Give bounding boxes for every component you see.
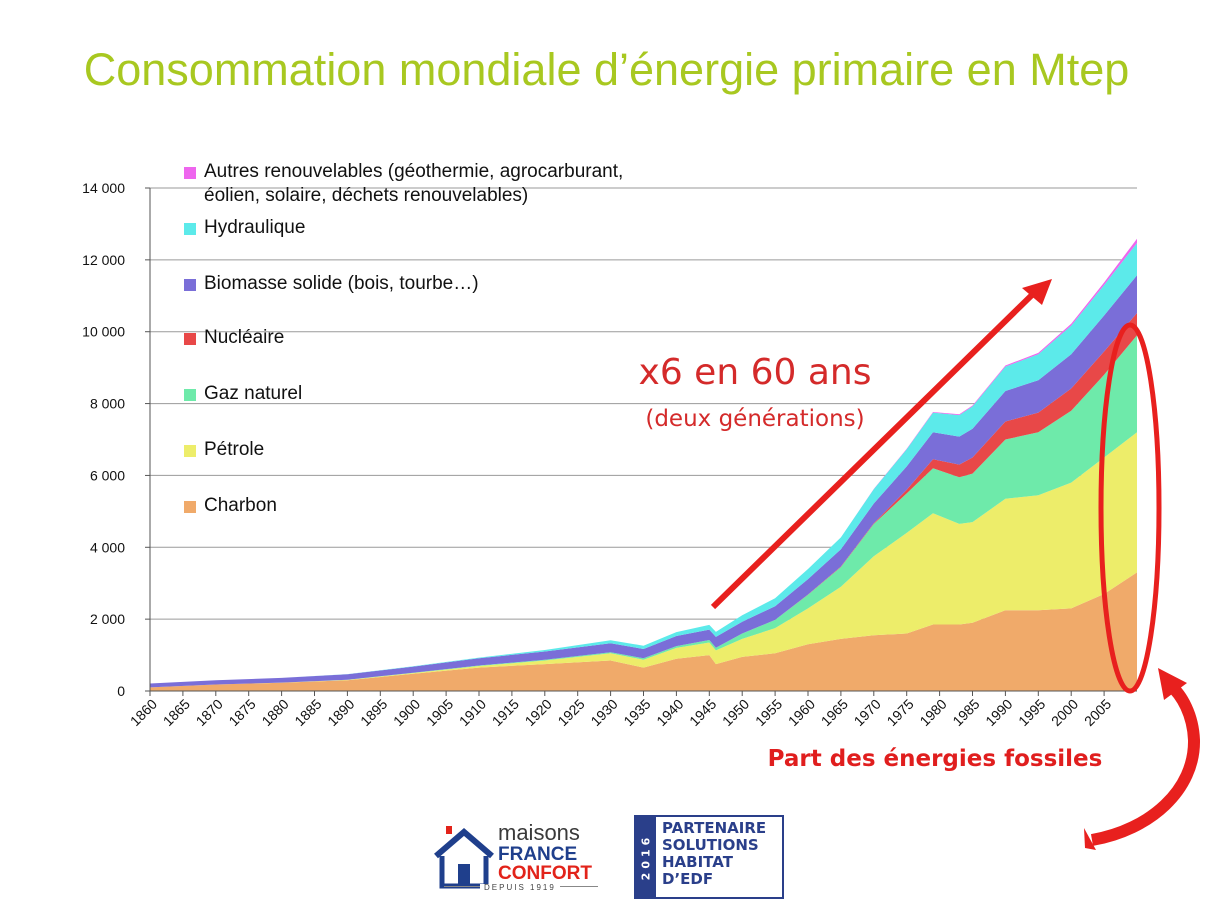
x-tick-label: 1915 <box>489 696 522 729</box>
x-tick-label: 2000 <box>1048 696 1081 729</box>
logo-confort-text: CONFORT <box>498 863 592 884</box>
x-tick-label: 1945 <box>686 696 719 729</box>
x-tick-label: 1940 <box>653 696 686 729</box>
legend-swatch <box>184 445 196 457</box>
x-tick-label: 1890 <box>324 696 357 729</box>
x-tick-label: 1990 <box>982 696 1015 729</box>
legend-swatch <box>184 501 196 513</box>
x-tick-label: 1930 <box>587 696 620 729</box>
legend-label: Pétrole <box>204 439 265 460</box>
x-tick-label: 1935 <box>620 696 653 729</box>
area-series-2 <box>150 335 1137 688</box>
x-tick-label: 2005 <box>1081 696 1114 729</box>
stacked-areas <box>150 238 1137 691</box>
partner-line: D’EDF <box>662 870 714 888</box>
partner-year-band: 2016 <box>636 817 656 897</box>
x-tick-label: 1875 <box>225 696 258 729</box>
x-tick-label: 1860 <box>127 696 160 729</box>
growth-annotation: x6 en 60 ans <box>638 352 872 393</box>
x-tick-label: 1870 <box>193 696 226 729</box>
partner-line: PARTENAIRE <box>662 819 767 837</box>
legend-swatch <box>184 333 196 345</box>
x-tick-label: 1885 <box>291 696 324 729</box>
curved-arrow-tail <box>1084 828 1096 850</box>
legend-swatch <box>184 389 196 401</box>
x-tick-label: 1905 <box>423 696 456 729</box>
area-series-0 <box>150 572 1137 691</box>
y-tick-label: 12 000 <box>82 252 125 268</box>
x-tick-label: 1865 <box>160 696 193 729</box>
partner-line: SOLUTIONS <box>662 836 759 854</box>
growth-arrow-head <box>1022 279 1052 305</box>
legend-label: Autres renouvelables (géothermie, agroca… <box>204 161 624 206</box>
legend-label: Gaz naturel <box>204 383 303 404</box>
legend-swatch <box>184 167 196 179</box>
x-tick-label: 1980 <box>916 696 949 729</box>
legend-label: Charbon <box>204 495 277 516</box>
partner-text: PARTENAIRE SOLUTIONS HABITAT D’EDF <box>662 820 766 888</box>
y-tick-label: 0 <box>117 683 125 699</box>
slide-title: Consommation mondiale d’énergie primaire… <box>83 44 1130 95</box>
legend-label: Nucléaire <box>204 327 285 348</box>
fossil-share-annotation: Part des énergies fossiles <box>767 746 1103 772</box>
x-tick-label: 1925 <box>554 696 587 729</box>
x-tick-label: 1965 <box>818 696 851 729</box>
x-tick-label: 1880 <box>258 696 291 729</box>
maisons-france-confort-logo: maisons FRANCE CONFORT DEPUIS 1919 <box>430 818 600 898</box>
growth-arrow-shaft <box>710 290 1037 610</box>
partner-year: 2016 <box>639 833 653 881</box>
y-tick-label: 8 000 <box>90 396 125 412</box>
x-tick-label: 1995 <box>1015 696 1048 729</box>
logo-maisons-text: maisons <box>498 820 580 845</box>
y-tick-label: 4 000 <box>90 539 125 555</box>
x-tick-label: 1985 <box>949 696 982 729</box>
fossil-highlight-ellipse <box>1098 322 1162 694</box>
x-tick-label: 1920 <box>522 696 555 729</box>
legend-label: Hydraulique <box>204 217 306 238</box>
partner-line: HABITAT <box>662 853 733 871</box>
y-tick-label: 14 000 <box>82 180 125 196</box>
x-tick-label: 1895 <box>357 696 390 729</box>
x-tick-label: 1970 <box>851 696 884 729</box>
x-tick-label: 1910 <box>456 696 489 729</box>
x-tick-label: 1950 <box>719 696 752 729</box>
growth-note-annotation: (deux générations) <box>645 406 865 432</box>
x-tick-label: 1975 <box>883 696 916 729</box>
area-series-1 <box>150 432 1137 688</box>
curved-arrow-shaft <box>1090 680 1201 846</box>
logo-since-text: DEPUIS 1919 <box>480 884 560 892</box>
y-tick-label: 10 000 <box>82 324 125 340</box>
y-tick-label: 2 000 <box>90 611 125 627</box>
curved-arrow-head <box>1158 668 1187 700</box>
legend-swatch <box>184 223 196 235</box>
y-tick-label: 6 000 <box>90 467 125 483</box>
legend-swatch <box>184 279 196 291</box>
x-tick-label: 1900 <box>390 696 423 729</box>
x-tick-label: 1955 <box>752 696 785 729</box>
logo-france-text: FRANCE <box>498 844 578 865</box>
edf-partner-logo: 2016 PARTENAIRE SOLUTIONS HABITAT D’EDF <box>634 815 784 899</box>
x-tick-label: 1960 <box>785 696 818 729</box>
annotation-shapes <box>710 279 1201 850</box>
gridlines <box>150 187 1137 620</box>
legend-label: Biomasse solide (bois, tourbe…) <box>204 273 479 294</box>
